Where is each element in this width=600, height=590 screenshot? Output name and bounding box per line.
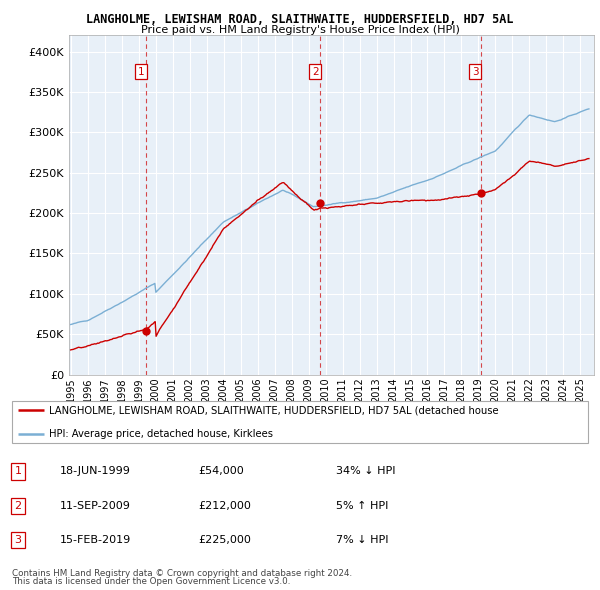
Text: LANGHOLME, LEWISHAM ROAD, SLAITHWAITE, HUDDERSFIELD, HD7 5AL: LANGHOLME, LEWISHAM ROAD, SLAITHWAITE, H… bbox=[86, 13, 514, 26]
FancyBboxPatch shape bbox=[12, 401, 588, 443]
Text: £225,000: £225,000 bbox=[198, 535, 251, 545]
Text: 18-JUN-1999: 18-JUN-1999 bbox=[60, 467, 131, 476]
Text: £54,000: £54,000 bbox=[198, 467, 244, 476]
Text: LANGHOLME, LEWISHAM ROAD, SLAITHWAITE, HUDDERSFIELD, HD7 5AL (detached house: LANGHOLME, LEWISHAM ROAD, SLAITHWAITE, H… bbox=[49, 405, 498, 415]
Text: 5% ↑ HPI: 5% ↑ HPI bbox=[336, 501, 388, 510]
Text: £212,000: £212,000 bbox=[198, 501, 251, 510]
Text: 2: 2 bbox=[14, 501, 22, 510]
Text: 1: 1 bbox=[138, 67, 145, 77]
Text: 3: 3 bbox=[14, 535, 22, 545]
Text: 11-SEP-2009: 11-SEP-2009 bbox=[60, 501, 131, 510]
Text: 1: 1 bbox=[14, 467, 22, 476]
Text: 15-FEB-2019: 15-FEB-2019 bbox=[60, 535, 131, 545]
Text: 3: 3 bbox=[472, 67, 479, 77]
Text: Price paid vs. HM Land Registry's House Price Index (HPI): Price paid vs. HM Land Registry's House … bbox=[140, 25, 460, 35]
Text: HPI: Average price, detached house, Kirklees: HPI: Average price, detached house, Kirk… bbox=[49, 429, 272, 438]
Text: 34% ↓ HPI: 34% ↓ HPI bbox=[336, 467, 395, 476]
Text: 7% ↓ HPI: 7% ↓ HPI bbox=[336, 535, 389, 545]
Text: Contains HM Land Registry data © Crown copyright and database right 2024.: Contains HM Land Registry data © Crown c… bbox=[12, 569, 352, 578]
Text: 2: 2 bbox=[312, 67, 319, 77]
Text: This data is licensed under the Open Government Licence v3.0.: This data is licensed under the Open Gov… bbox=[12, 577, 290, 586]
